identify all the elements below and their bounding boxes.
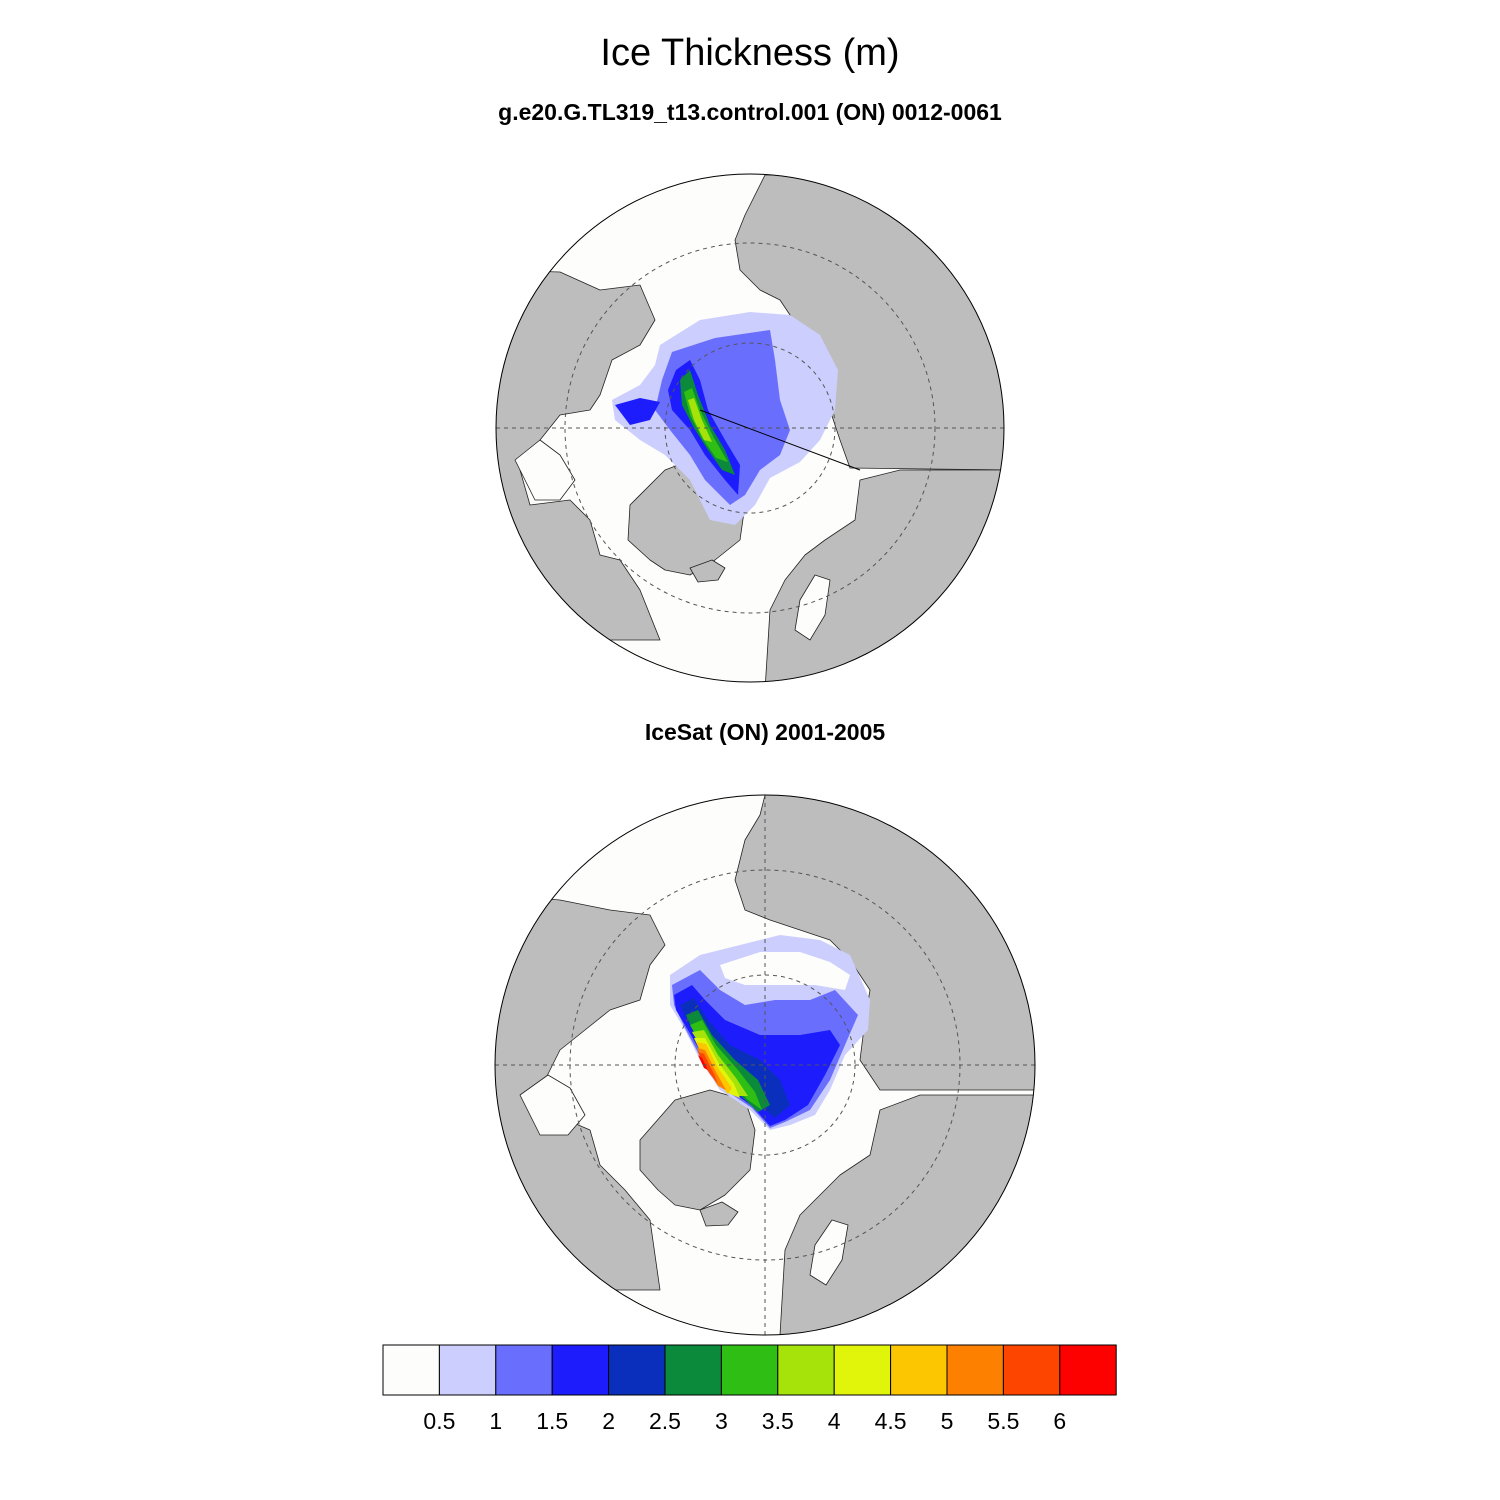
colorbar-swatch [833,1344,892,1396]
baltic-sea [809,1219,849,1286]
colorbar-label: 2 [602,1408,615,1434]
colorbar-label: 5 [941,1408,954,1434]
colorbar-swatch [1059,1344,1117,1396]
colorbar-label: 4.5 [875,1408,907,1434]
colorbar-swatch [438,1344,497,1396]
main-title: Ice Thickness (m) [600,32,899,74]
colorbar-swatch [495,1344,553,1396]
colorbar-swatch [946,1344,1004,1396]
graticule [496,242,1004,614]
map-panel-model [495,173,1005,683]
colorbar-swatch [720,1344,779,1396]
hudson-bay [519,1074,586,1136]
colorbar-label: 3.5 [762,1408,794,1434]
hudson-bay [514,439,576,501]
colorbar-swatch [608,1344,666,1396]
colorbar-label: 5.5 [987,1408,1019,1434]
colorbar-swatch [664,1344,722,1396]
colorbar-label: 1.5 [536,1408,568,1434]
colorbar-label: 1 [489,1408,502,1434]
colorbar: 0.5 1 1.5 2 2.5 3 3.5 4 4.5 5 5.5 6 [382,1344,1117,1434]
ice-thickness-model [612,312,838,525]
colorbar-swatch [1002,1344,1061,1396]
ice-thickness-observed [670,935,870,1130]
panel-1-title: g.e20.G.TL319_t13.control.001 (ON) 0012-… [498,99,1002,125]
baltic-sea [794,574,831,641]
map-border [495,173,1005,683]
colorbar-swatch [382,1344,440,1396]
map-border [494,794,1036,1336]
colorbar-label: 2.5 [649,1408,681,1434]
colorbar-swatch [890,1344,948,1396]
colorbar-swatch [551,1344,610,1396]
map-panel-observed [494,794,1036,1336]
graticule [495,795,1035,1335]
panel-2-title: IceSat (ON) 2001-2005 [645,719,886,745]
colorbar-label: 6 [1053,1408,1066,1434]
seam-line [699,409,861,471]
colorbar-label: 4 [828,1408,841,1434]
colorbar-label: 3 [715,1408,728,1434]
colorbar-label: 0.5 [423,1408,455,1434]
colorbar-swatch [777,1344,835,1396]
